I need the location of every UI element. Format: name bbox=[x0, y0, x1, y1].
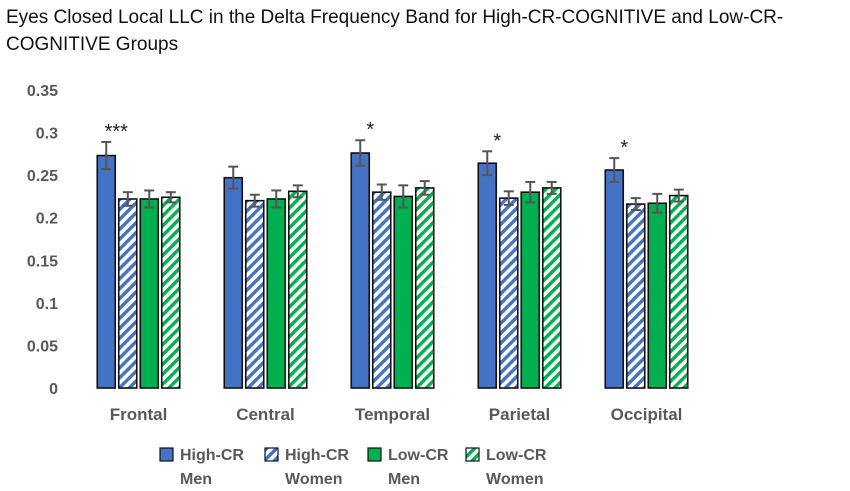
error-bar bbox=[122, 191, 133, 207]
legend: High-CR Men High-CR Women Low-CR Men Low-CR Wom… bbox=[159, 447, 547, 488]
error-bar bbox=[673, 188, 684, 203]
y-tick-label: 0.05 bbox=[27, 338, 58, 355]
legend-label-line1: Low-CR bbox=[486, 447, 547, 464]
chart-title: Eyes Closed Local LLC in the Delta Frequ… bbox=[6, 7, 784, 55]
error-bars bbox=[101, 139, 684, 214]
error-bar bbox=[525, 180, 536, 204]
y-tick-label: 0 bbox=[49, 381, 58, 398]
legend-label-line2: Men bbox=[388, 471, 420, 488]
bar-high-cr-women-central bbox=[244, 199, 265, 389]
legend-item: High-CR Men bbox=[159, 447, 244, 488]
y-tick-label: 0.25 bbox=[27, 168, 58, 185]
bar-low-cr-men-temporal bbox=[393, 195, 414, 389]
legend-label-line1: High-CR bbox=[180, 447, 244, 464]
bar-low-cr-men-parietal bbox=[520, 191, 541, 389]
bar-high-cr-women-parietal bbox=[498, 197, 519, 389]
y-tick-label: 0.1 bbox=[36, 296, 58, 313]
legend-label-line1: Low-CR bbox=[388, 447, 449, 464]
error-bar bbox=[546, 180, 557, 195]
bar-low-cr-men-occipital bbox=[647, 202, 668, 389]
bar-high-cr-men-temporal bbox=[350, 152, 371, 389]
error-bar bbox=[652, 192, 663, 214]
x-axis: Frontal *** Central Temporal * Parietal * Occip… bbox=[105, 119, 683, 424]
legend-item: Low-CR Men bbox=[367, 447, 449, 488]
error-bar bbox=[144, 189, 155, 209]
legend-swatch bbox=[264, 447, 279, 462]
x-tick-label: Temporal bbox=[355, 405, 430, 424]
bar-low-cr-men-frontal bbox=[139, 198, 160, 389]
error-bar bbox=[228, 165, 239, 190]
bar-low-cr-men-central bbox=[266, 198, 287, 389]
bar-high-cr-men-frontal bbox=[96, 154, 117, 389]
x-tick-label: Frontal bbox=[110, 405, 168, 424]
error-bar bbox=[165, 191, 176, 204]
error-bar bbox=[292, 184, 303, 199]
legend-item: Low-CR Women bbox=[465, 447, 547, 488]
bar-high-cr-men-central bbox=[223, 176, 244, 389]
bar-high-cr-women-temporal bbox=[371, 191, 392, 389]
bar-high-cr-women-frontal bbox=[117, 198, 138, 389]
significance-marker: * bbox=[493, 130, 501, 152]
legend-item: High-CR Women bbox=[264, 447, 349, 488]
error-bar bbox=[355, 139, 366, 167]
error-bar bbox=[503, 190, 514, 206]
bar-low-cr-women-occipital bbox=[668, 194, 689, 389]
bar-high-cr-men-occipital bbox=[604, 169, 625, 389]
y-tick-label: 0.3 bbox=[36, 126, 58, 143]
bar-high-cr-men-parietal bbox=[477, 162, 498, 389]
legend-swatch bbox=[367, 447, 382, 462]
x-tick-label: Parietal bbox=[489, 405, 550, 424]
legend-label-line2: Women bbox=[285, 471, 342, 488]
y-tick-label: 0.35 bbox=[27, 83, 58, 100]
y-axis: 0 0.05 0.1 0.15 0.2 0.25 0.3 0.35 bbox=[27, 83, 58, 398]
error-bar bbox=[271, 189, 282, 209]
bar-low-cr-women-frontal bbox=[160, 196, 181, 389]
bar-low-cr-women-parietal bbox=[541, 187, 562, 389]
x-tick-label: Central bbox=[236, 405, 295, 424]
error-bar bbox=[609, 157, 620, 183]
bar-low-cr-women-temporal bbox=[414, 187, 435, 389]
bar-group bbox=[96, 152, 689, 389]
significance-marker: * bbox=[366, 119, 374, 141]
bar-low-cr-women-central bbox=[287, 190, 308, 389]
legend-label-line2: Men bbox=[180, 471, 212, 488]
error-bar bbox=[482, 150, 493, 177]
error-bar bbox=[398, 184, 409, 209]
significance-marker: * bbox=[620, 137, 628, 159]
error-bar bbox=[376, 183, 387, 201]
y-tick-label: 0.15 bbox=[27, 253, 58, 270]
error-bar bbox=[630, 197, 641, 212]
bar-high-cr-women-occipital bbox=[625, 203, 646, 389]
legend-label-line1: High-CR bbox=[285, 447, 349, 464]
x-tick-label: Occipital bbox=[611, 405, 683, 424]
y-tick-label: 0.2 bbox=[36, 211, 58, 228]
error-bar bbox=[419, 180, 430, 196]
legend-label-line2: Women bbox=[486, 471, 543, 488]
error-bar bbox=[249, 193, 260, 208]
error-bar bbox=[101, 140, 112, 171]
legend-swatch bbox=[159, 447, 174, 462]
legend-swatch bbox=[465, 447, 480, 462]
significance-marker: *** bbox=[105, 121, 129, 143]
